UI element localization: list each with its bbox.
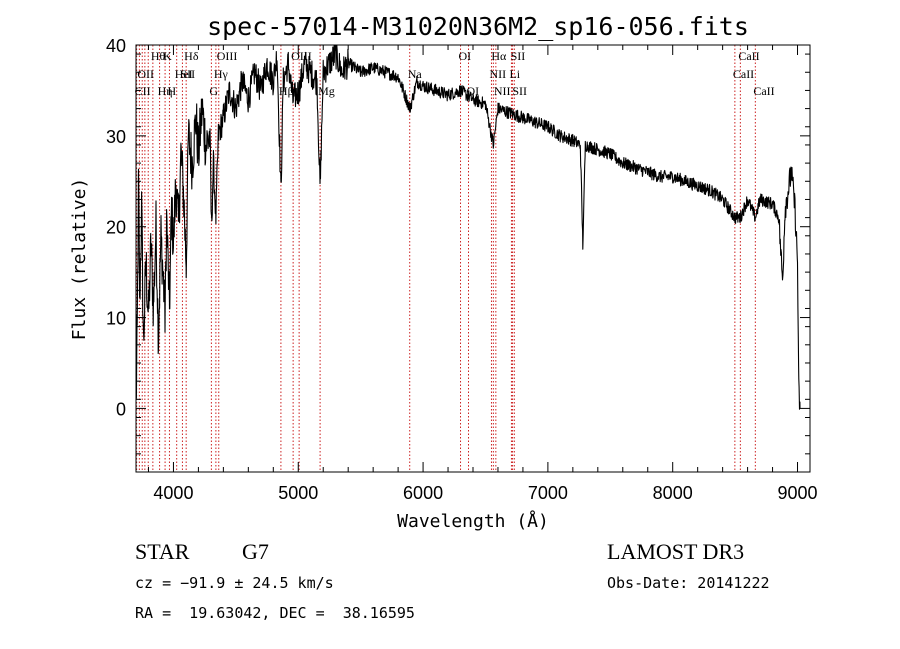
line-label: Mg <box>318 84 335 98</box>
line-label: NII <box>494 84 511 98</box>
object-subclass: G7 <box>242 539 269 564</box>
line-label: K <box>163 49 172 63</box>
redshift-velocity: cz = −91.9 ± 24.5 km/s <box>135 574 334 592</box>
y-tick-label: 0 <box>116 399 126 419</box>
spectrum-series <box>135 44 801 410</box>
line-label: OII <box>137 67 154 81</box>
x-tick-label: 4000 <box>153 483 193 503</box>
line-label: OI <box>459 49 472 63</box>
survey-name: LAMOST DR3 <box>607 539 745 564</box>
y-tick-label: 20 <box>106 218 126 238</box>
line-label: H <box>167 84 176 98</box>
line-label: SII <box>180 67 195 81</box>
observation-date: Obs-Date: 20141222 <box>607 574 770 592</box>
line-label: CaII <box>738 49 759 63</box>
line-label: SII <box>512 84 527 98</box>
line-label: Hη <box>158 84 173 98</box>
line-label: Hθ <box>151 49 166 63</box>
line-label: G <box>209 84 218 98</box>
y-tick-label: 30 <box>106 127 126 147</box>
x-tick-label: 9000 <box>777 483 817 503</box>
object-class: STAR <box>135 539 190 564</box>
line-label: OIII <box>217 49 238 63</box>
line-label: Li <box>509 67 520 81</box>
line-label: HeI <box>175 67 193 81</box>
x-tick-label: 5000 <box>278 483 318 503</box>
axis-ticks: 4000 5000 6000 7000 8000 9000 0 10 20 30 40 <box>106 36 818 503</box>
coordinates: RA = 19.63042, DEC = 38.16595 <box>135 604 415 622</box>
line-label: SII <box>511 49 526 63</box>
line-label: Hδ <box>184 49 199 63</box>
y-tick-label: 40 <box>106 36 126 56</box>
x-tick-label: 7000 <box>528 483 568 503</box>
line-label: Hα <box>491 49 507 63</box>
x-axis-label: Wavelength (Å) <box>397 510 549 532</box>
spectral-line-labels: CIIOIIHθHηKHHeISIIHδGHγOIIIHβOIIIMgNaOIO… <box>135 49 775 98</box>
x-tick-label: 8000 <box>653 483 693 503</box>
line-label: CaII <box>753 84 774 98</box>
spectral-line-markers <box>136 45 756 472</box>
x-tick-label: 6000 <box>403 483 443 503</box>
line-label: Hγ <box>214 67 229 81</box>
chart-title: spec-57014-M31020N36M2_sp16-056.fits <box>207 12 749 41</box>
line-label: NII <box>489 67 506 81</box>
line-label: CII <box>135 84 151 98</box>
line-label: CaII <box>733 67 754 81</box>
y-axis-label: Flux (relative) <box>69 178 90 341</box>
y-tick-label: 10 <box>106 309 126 329</box>
line-label: Na <box>408 67 423 81</box>
